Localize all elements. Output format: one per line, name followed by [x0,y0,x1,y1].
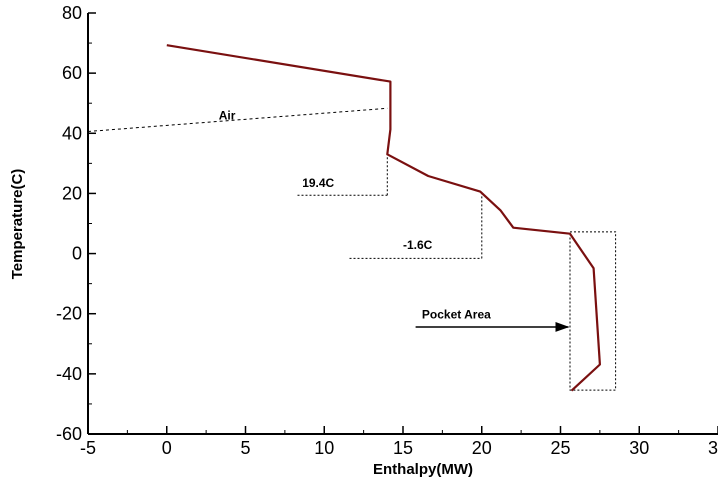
x-tick-label: 35 [708,438,718,458]
annotation-label: Pocket Area [422,308,491,322]
y-tick-label: 20 [62,183,82,203]
x-tick-label: 20 [472,438,492,458]
x-tick-label: 30 [629,438,649,458]
plot-area: -5 0 5 10 15 20 25 30 35 -60 -40 -20 0 20 40 60 80 Air 19.… [56,3,718,458]
x-tick-label: 10 [314,438,334,458]
y-tick-label: 60 [62,63,82,83]
air-line [87,107,388,132]
annotation-label: -1.6C [403,238,433,252]
y-tick-label: -60 [56,424,82,444]
y-tick-label: 0 [72,244,82,264]
y-tick-label: 80 [62,3,82,23]
x-axis-title: Enthalpy(MW) [373,461,473,478]
enthalpy-curve [166,44,602,392]
annotation-label: 19.4C [302,176,334,190]
annotation-label: Air [219,108,236,122]
x-tick-label: 0 [162,438,172,458]
x-tick-label: 15 [393,438,413,458]
y-tick-label: -40 [56,364,82,384]
x-tick-label: -5 [80,438,96,458]
x-tick-label: 5 [240,438,250,458]
y-tick-label: 40 [62,123,82,143]
pocket-area-box [569,231,617,391]
y-axis-title: Temperature(C) [9,169,26,280]
x-tick-label: 25 [550,438,570,458]
y-tick-label: -20 [56,304,82,324]
